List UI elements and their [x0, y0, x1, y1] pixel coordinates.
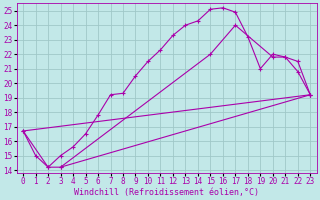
X-axis label: Windchill (Refroidissement éolien,°C): Windchill (Refroidissement éolien,°C)	[74, 188, 259, 197]
